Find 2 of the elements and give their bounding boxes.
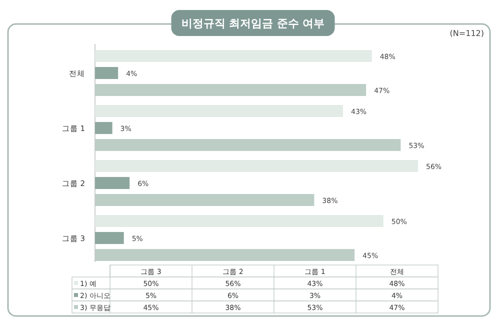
text: (N=112) bbox=[450, 29, 484, 38]
chart-title: 비정규직 최저임금 준수 여부 bbox=[181, 17, 325, 30]
